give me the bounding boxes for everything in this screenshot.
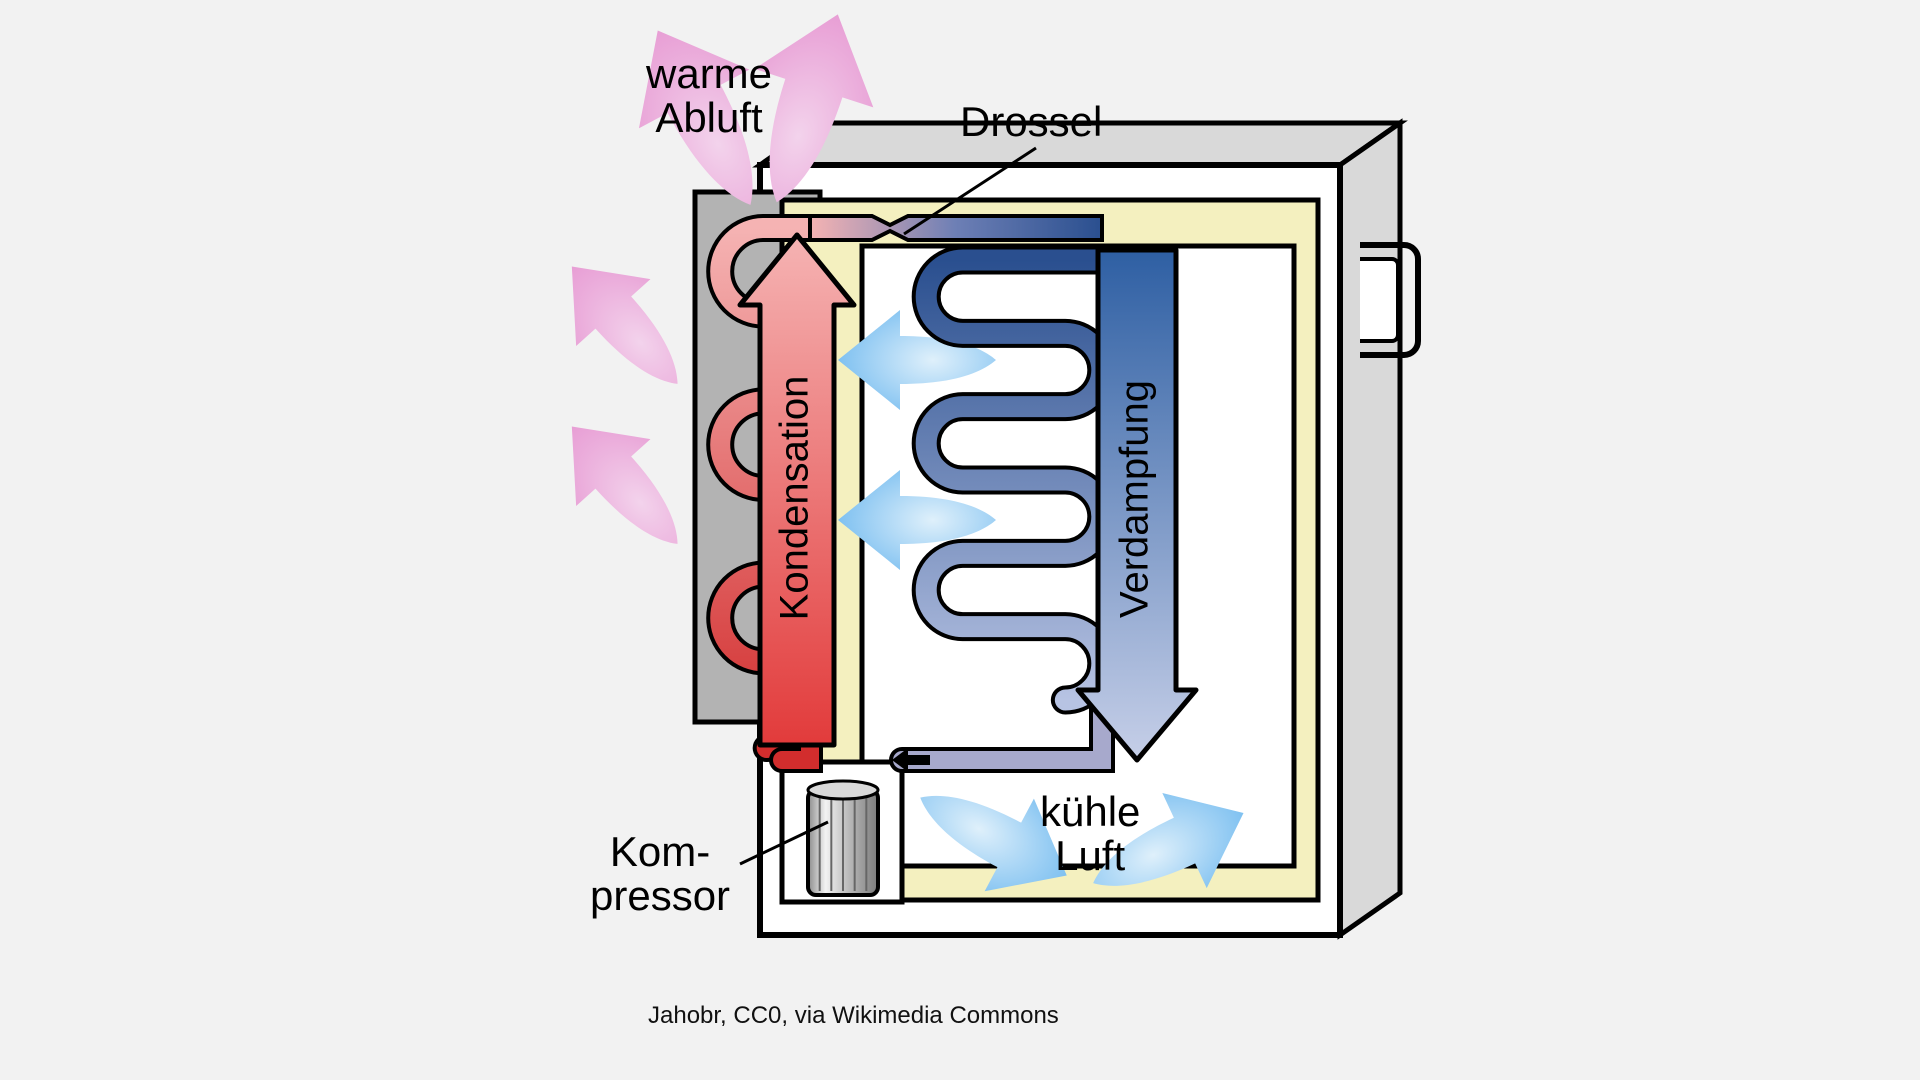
label-warm-exhaust: warme Abluft xyxy=(646,52,772,140)
label-evaporation: Verdampfung xyxy=(1113,380,1157,618)
credit-line: Jahobr, CC0, via Wikimedia Commons xyxy=(648,1002,1059,1030)
diagram-svg: Kondensation Verdampfung xyxy=(0,0,1920,1080)
compressor xyxy=(808,781,878,895)
label-throttle: Drossel xyxy=(960,100,1102,144)
warm-air-arrows-back xyxy=(535,233,715,577)
label-condensation: Kondensation xyxy=(773,376,817,621)
evaporator-coil xyxy=(926,260,1102,700)
diagram-stage: Kondensation Verdampfung warme Abluft Dro… xyxy=(0,0,1920,1080)
label-cool-air: kühle Luft xyxy=(1040,790,1140,878)
label-compressor: Kom- pressor xyxy=(590,830,730,918)
